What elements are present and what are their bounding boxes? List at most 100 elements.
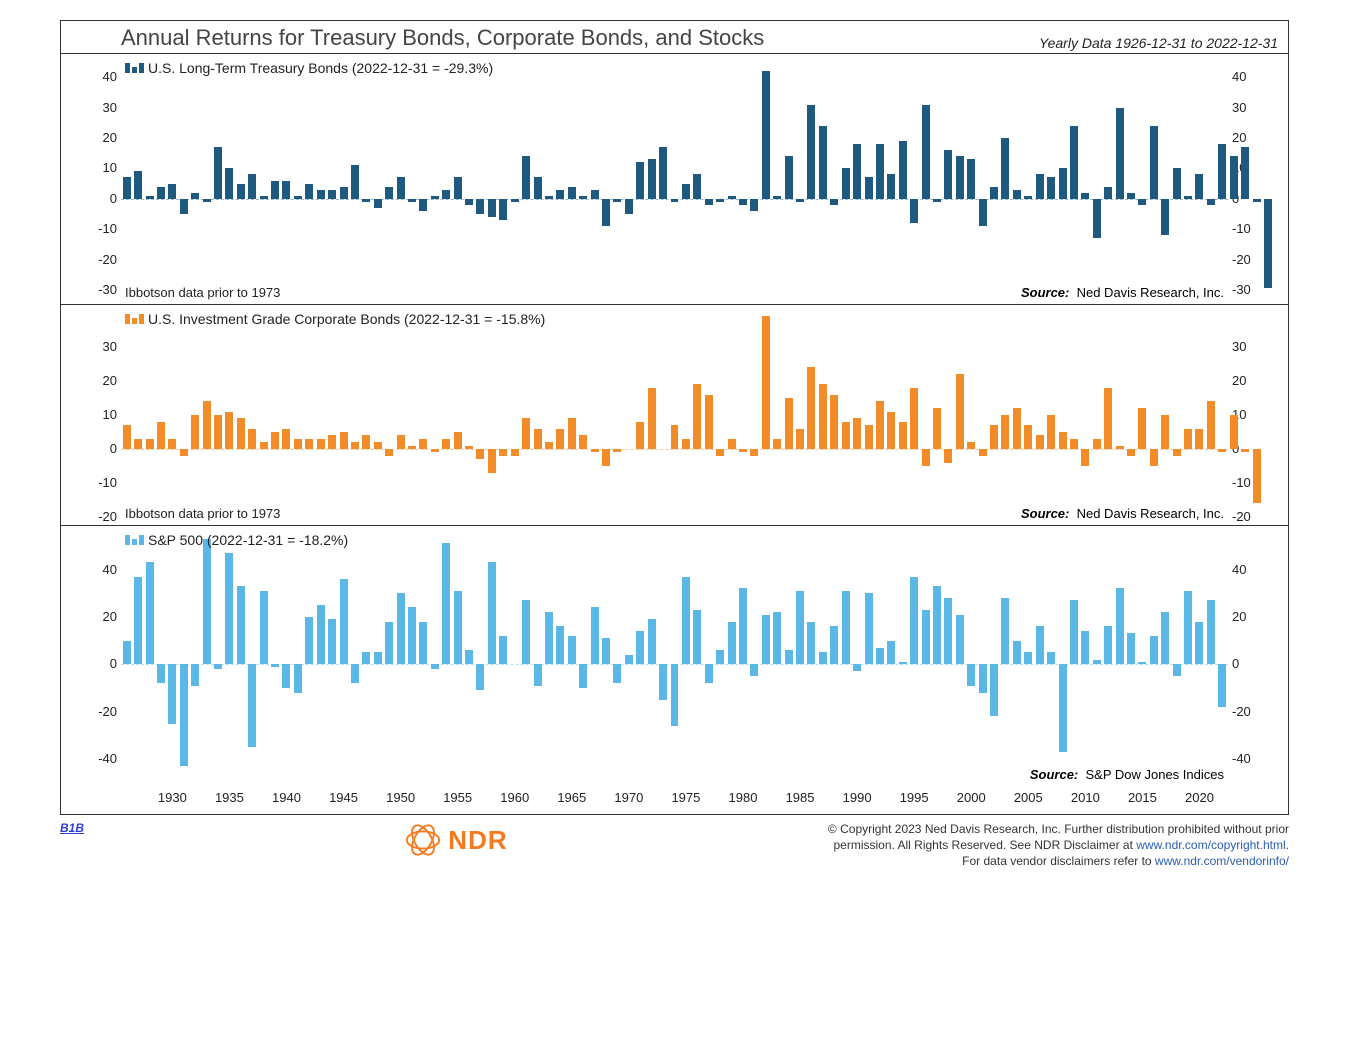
- bar: [328, 435, 336, 449]
- bar: [887, 174, 895, 198]
- bar: [1047, 652, 1055, 664]
- bar: [876, 144, 884, 199]
- bar: [408, 199, 416, 202]
- bar: [556, 429, 564, 449]
- bar: [568, 636, 576, 664]
- x-tick: 1930: [158, 790, 187, 805]
- bar: [419, 622, 427, 665]
- bar: [990, 425, 998, 449]
- bar: [362, 199, 370, 202]
- vendor-link[interactable]: www.ndr.com/vendorinfo/: [1155, 854, 1289, 868]
- bar: [1024, 425, 1032, 449]
- bar: [796, 429, 804, 449]
- ndr-logo-icon: [404, 821, 442, 859]
- bar: [1195, 429, 1203, 449]
- bar: [1036, 626, 1044, 664]
- bar: [648, 159, 656, 199]
- bar: [442, 439, 450, 449]
- bar: [933, 408, 941, 449]
- bar: [807, 105, 815, 199]
- bar: [967, 664, 975, 685]
- bar: [602, 638, 610, 664]
- bar: [1070, 439, 1078, 449]
- bar: [294, 439, 302, 449]
- bar: [568, 187, 576, 199]
- copyright-text: © Copyright 2023 Ned Davis Research, Inc…: [828, 821, 1289, 870]
- copy-line3: For data vendor disclaimers refer to: [962, 854, 1155, 868]
- bar: [967, 159, 975, 199]
- chart-title: Annual Returns for Treasury Bonds, Corpo…: [121, 25, 764, 51]
- bar: [705, 395, 713, 449]
- bar: [374, 652, 382, 664]
- bar: [522, 156, 530, 199]
- bar: [636, 422, 644, 449]
- panel-treasury: U.S. Long-Term Treasury Bonds (2022-12-3…: [61, 54, 1288, 305]
- bar: [591, 607, 599, 664]
- bar: [750, 449, 758, 456]
- bar: [191, 193, 199, 199]
- bar: [146, 439, 154, 449]
- bar: [1093, 199, 1101, 239]
- bar: [511, 199, 519, 202]
- bar: [214, 147, 222, 199]
- panels-container: U.S. Long-Term Treasury Bonds (2022-12-3…: [61, 54, 1288, 786]
- bar: [956, 374, 964, 449]
- bar: [922, 610, 930, 664]
- legend-label: S&P 500 (2022-12-31 = -18.2%): [148, 532, 348, 548]
- bar: [1150, 449, 1158, 466]
- bar: [305, 617, 313, 664]
- x-tick: 2010: [1071, 790, 1100, 805]
- bar: [1241, 449, 1249, 452]
- bar: [146, 196, 154, 199]
- bar: [442, 543, 450, 664]
- bar: [750, 664, 758, 676]
- copyright-link[interactable]: www.ndr.com/copyright.html: [1136, 838, 1285, 852]
- bar: [1059, 664, 1067, 752]
- bar: [123, 641, 131, 665]
- bar: [499, 636, 507, 664]
- x-tick: 1995: [900, 790, 929, 805]
- bar: [830, 199, 838, 205]
- bar: [442, 190, 450, 199]
- legend-label: U.S. Investment Grade Corporate Bonds (2…: [148, 311, 545, 327]
- y-axis-left: 3020100-10-20: [81, 313, 117, 517]
- bar: [305, 439, 313, 449]
- bar: [408, 446, 416, 449]
- chart-code: B1B: [60, 821, 84, 835]
- x-tick: 2005: [1014, 790, 1043, 805]
- bar: [214, 415, 222, 449]
- x-tick: 1990: [843, 790, 872, 805]
- bar: [613, 199, 621, 202]
- bar: [499, 199, 507, 220]
- bar: [522, 418, 530, 449]
- bar: [591, 190, 599, 199]
- bar: [1116, 446, 1124, 449]
- bar: [579, 664, 587, 688]
- bar: [922, 105, 930, 199]
- bar: [613, 664, 621, 683]
- bar: [488, 562, 496, 664]
- bar: [922, 449, 930, 466]
- bar: [602, 449, 610, 466]
- bar: [499, 449, 507, 456]
- bar: [191, 664, 199, 685]
- bar: [328, 619, 336, 664]
- bar: [488, 449, 496, 473]
- title-bar: Annual Returns for Treasury Bonds, Corpo…: [61, 21, 1288, 54]
- bar: [842, 168, 850, 198]
- bar: [1059, 432, 1067, 449]
- bar: [659, 664, 667, 700]
- x-tick: 1980: [729, 790, 758, 805]
- bar: [1207, 199, 1215, 205]
- legend-treasury: U.S. Long-Term Treasury Bonds (2022-12-3…: [125, 60, 493, 76]
- bar: [796, 591, 804, 664]
- bar: [385, 622, 393, 665]
- bar: [408, 607, 416, 664]
- bar: [865, 593, 873, 664]
- bar: [1173, 664, 1181, 676]
- bar: [157, 422, 165, 449]
- y-axis-right: 40200-20-40: [1232, 534, 1268, 778]
- bar: [1127, 633, 1135, 664]
- copy-line2: permission. All Rights Reserved. See NDR…: [833, 838, 1136, 852]
- bar: [431, 449, 439, 452]
